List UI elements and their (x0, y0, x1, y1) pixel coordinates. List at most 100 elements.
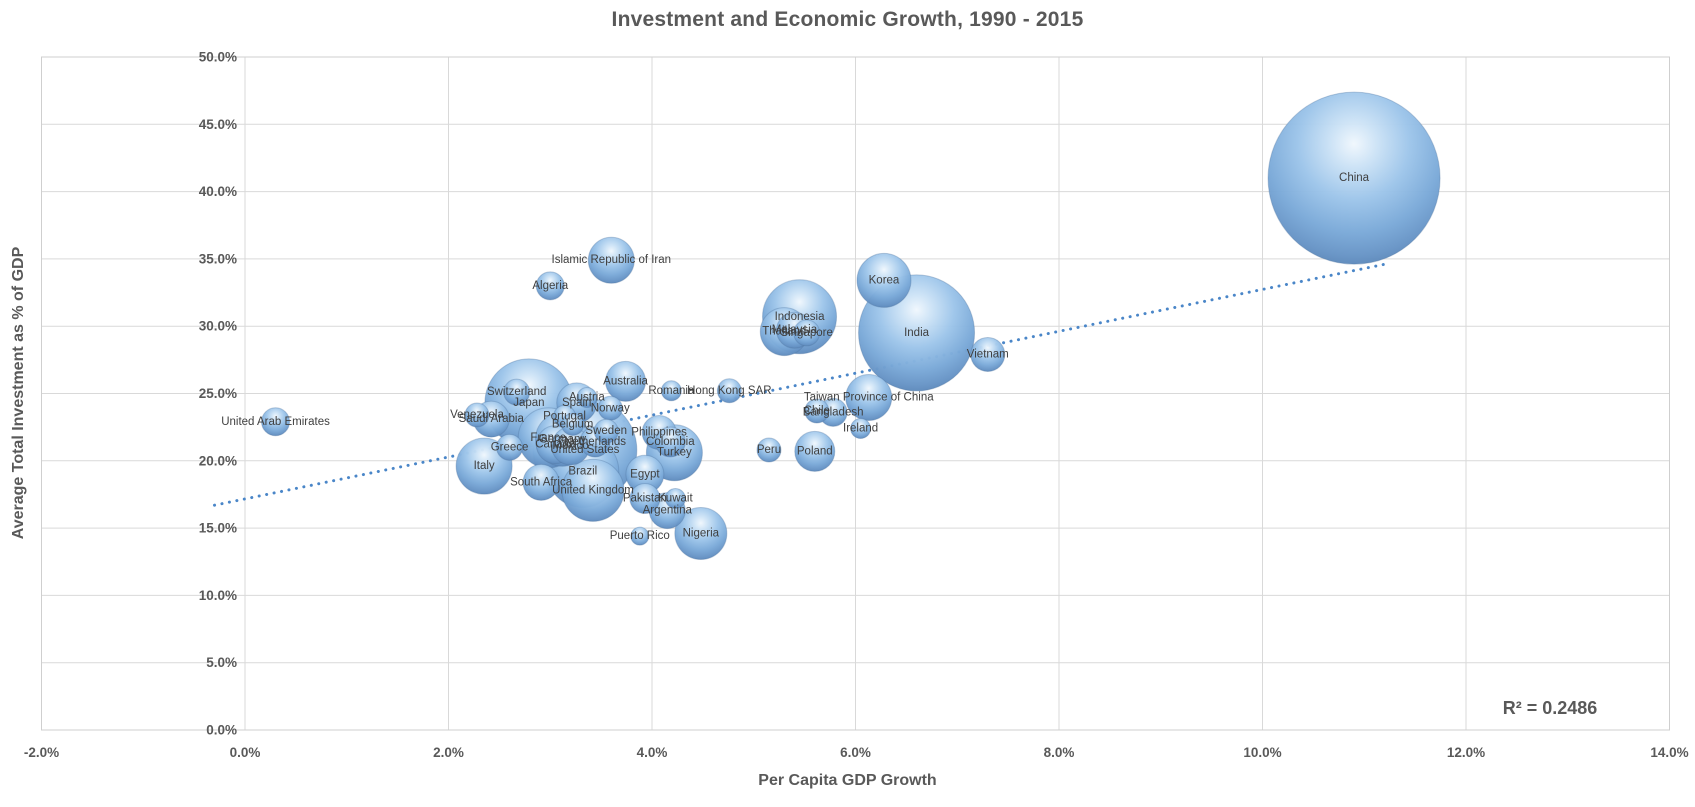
bubble-label-philippines: Philippines (631, 427, 687, 439)
bubble-label-pakistan: Pakistan (623, 492, 667, 504)
y-tick-5.0%: 5.0% (206, 655, 237, 670)
bubble-label-argentina: Argentina (643, 505, 693, 517)
bubble-label-united-states: United States (550, 444, 619, 456)
bubbles (261, 91, 1441, 560)
x-tick-2.0%: 2.0% (433, 745, 464, 760)
x-tick-8.0%: 8.0% (1044, 745, 1075, 760)
bubble-label-germany: Germany (539, 433, 587, 445)
bubble-label-malaysia: Malaysia (772, 324, 818, 336)
bubble-label-switzerland: Switzerland (487, 386, 546, 398)
r-squared-annotation: R² = 0.2486 (1502, 698, 1598, 718)
x-tick-4.0%: 4.0% (637, 745, 668, 760)
bubble-china (1267, 91, 1441, 265)
bubble-label-poland: Poland (797, 445, 833, 457)
bubble-sweden (593, 418, 619, 444)
bubble-label-australia: Australia (603, 375, 648, 387)
bubble-label-turkey: Turkey (657, 447, 692, 459)
bubble-label-japan: Japan (513, 397, 544, 409)
bubble-label-vietnam: Vietnam (967, 348, 1009, 360)
y-tick-25.0%: 25.0% (199, 386, 237, 401)
bubble-label-canada: Canada (535, 439, 576, 451)
bubble-taiwan-province-of-china (845, 374, 893, 422)
y-tick-35.0%: 35.0% (199, 251, 237, 266)
bubble-australia (605, 360, 647, 402)
x-tick-12.0%: 12.0% (1447, 745, 1485, 760)
bubble-label-united-kingdom: United Kingdom (552, 484, 634, 496)
bubble-label-mexico: Mexico (552, 440, 588, 452)
bubble-label-indonesia: Indonesia (775, 311, 825, 323)
bubble-label-norway: Norway (591, 402, 630, 414)
bubble-label-united-arab-emirates: United Arab Emirates (221, 416, 330, 428)
bubble-united-arab-emirates (261, 407, 291, 437)
x-axis-title: Per Capita GDP Growth (758, 772, 937, 789)
trendline-dotted (212, 262, 1387, 507)
y-tick-40.0%: 40.0% (199, 184, 237, 199)
bubble-label-india: India (904, 327, 930, 339)
bubble-label-puerto-rico: Puerto Rico (610, 530, 670, 542)
bubble-label-china: China (1339, 172, 1370, 184)
bubble-label-kuwait: Kuwait (658, 492, 693, 504)
bubble-south-africa (522, 463, 560, 501)
bubble-puerto-rico (630, 526, 650, 546)
bubble-label-italy: Italy (474, 460, 495, 472)
bubble-colombia (654, 426, 686, 458)
bubble-islamic-republic-of-iran (587, 236, 635, 284)
bubble-label-nigeria: Nigeria (683, 527, 720, 539)
bubble-label-portugal: Portugal (543, 410, 586, 422)
bubble-pakistan (629, 482, 661, 514)
trendline (212, 262, 1387, 507)
y-axis-title: Average Total Investment as % of GDP (10, 246, 27, 540)
bubble-label-france: France (530, 432, 566, 444)
bubble-label-bangladesh: Bangladesh (803, 406, 864, 418)
bubble-hong-kong-sar (716, 378, 742, 404)
bubble-label-austria: Austria (569, 392, 605, 404)
bubble-label-sweden: Sweden (585, 425, 627, 437)
bubble-label-brazil: Brazil (568, 466, 597, 478)
bubble-label-korea: Korea (869, 274, 900, 286)
bubble-label-thailand: Thailand (762, 326, 806, 338)
y-tick-50.0%: 50.0% (199, 50, 237, 65)
chart-title: Investment and Economic Growth, 1990 - 2… (611, 8, 1084, 31)
axis-ticks: 0.0% 5.0% 10.0% 15.0% 20.0% 25.0% 30.0% 35.0% 40… (24, 50, 1689, 761)
bubble-ireland (850, 417, 872, 439)
x-tick-14.0%: 14.0% (1650, 745, 1688, 760)
bubble-label-venezuela: Venezuela (450, 409, 504, 421)
x-tick--2.0%: -2.0% (24, 745, 59, 760)
bubble-singapore (793, 319, 821, 347)
bubble-switzerland (503, 378, 531, 406)
bubble-label-greece: Greece (491, 441, 529, 453)
x-tick-6.0%: 6.0% (840, 745, 871, 760)
y-tick-30.0%: 30.0% (199, 319, 237, 334)
bubble-label-saudi-arabia: Saudi Arabia (459, 413, 525, 425)
bubble-label-egypt: Egypt (630, 468, 660, 480)
bubble-venezuela (464, 402, 490, 428)
bubble-algeria (535, 271, 565, 301)
bubble-austria (576, 387, 598, 409)
bubble-label-algeria: Algeria (532, 280, 568, 292)
plot-border (41, 56, 1670, 731)
bubble-label-taiwan-province-of-china: Taiwan Province of China (804, 392, 934, 404)
y-tick-45.0%: 45.0% (199, 117, 237, 132)
x-tick-0.0%: 0.0% (230, 745, 261, 760)
bubble-label-peru: Peru (757, 444, 781, 456)
bubble-label-chile: Chile (804, 405, 830, 417)
y-tick-15.0%: 15.0% (199, 521, 237, 536)
bubble-nigeria (674, 506, 728, 560)
y-tick-0.0%: 0.0% (206, 723, 237, 738)
x-tick-10.0%: 10.0% (1243, 745, 1281, 760)
bubble-label-colombia: Colombia (646, 436, 695, 448)
bubble-label-ireland: Ireland (843, 422, 878, 434)
bubble-united-kingdom (561, 458, 625, 522)
bubble-label-spain: Spain (562, 397, 591, 409)
bubble-label-islamic-republic-of-iran: Islamic Republic of Iran (552, 254, 672, 266)
bubble-label-south-africa: South Africa (510, 476, 573, 488)
y-tick-20.0%: 20.0% (199, 453, 237, 468)
bubble-belgium (561, 412, 585, 436)
bubble-labels: China India Korea Indonesia ThailandMalaysia… (221, 172, 1370, 542)
bubble-label-belgium: Belgium (552, 418, 594, 430)
bubble-label-hong-kong-sar: Hong Kong SAR (687, 385, 771, 397)
bubble-vietnam (970, 336, 1006, 372)
bubble-greece (496, 433, 524, 461)
